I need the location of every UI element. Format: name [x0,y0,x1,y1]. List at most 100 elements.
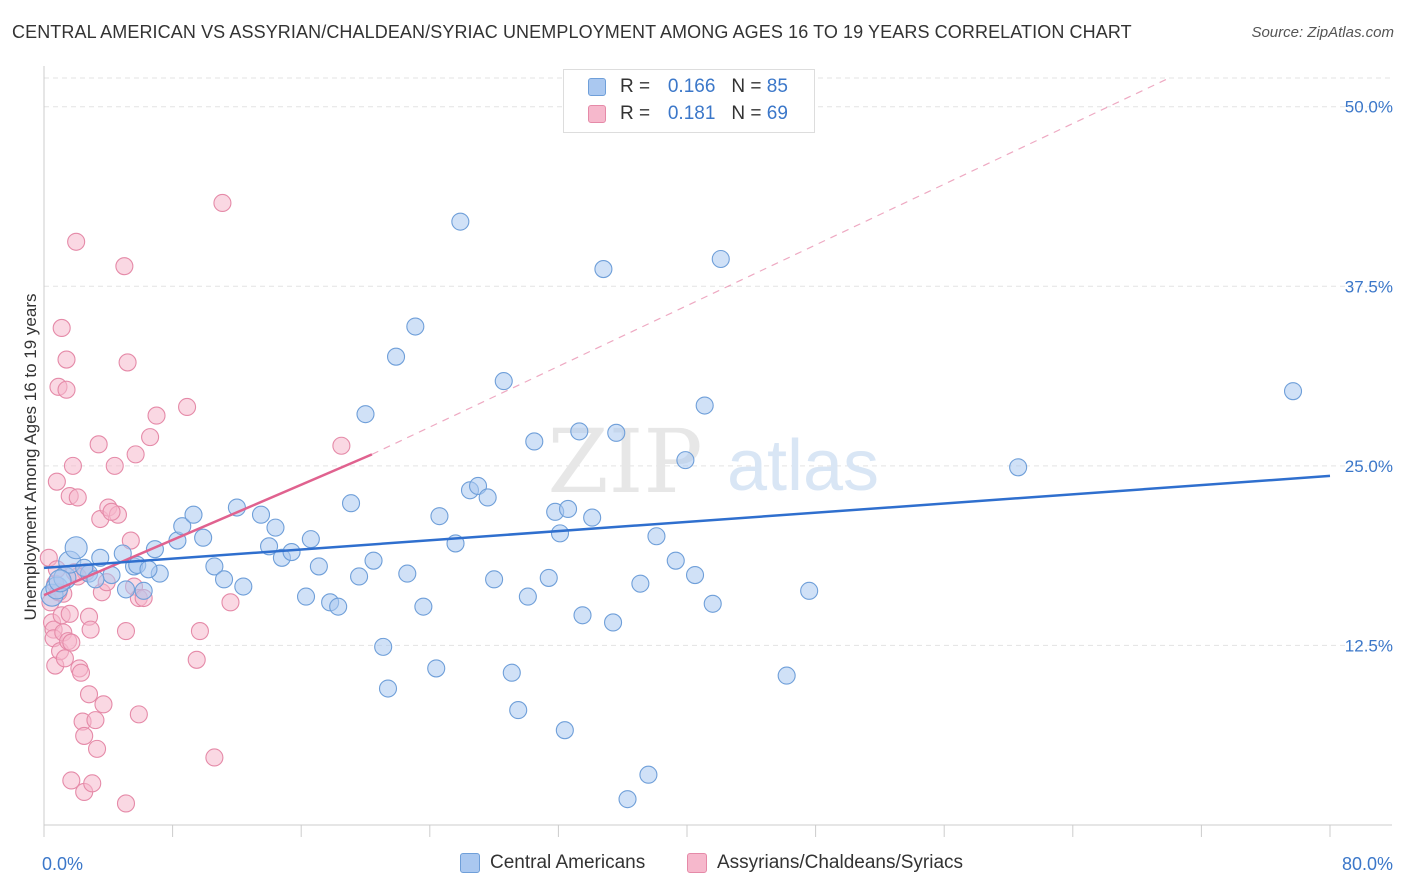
series-legend-central-americans: Central Americans [460,852,645,874]
y-axis-title: Unemployment Among Ages 16 to 19 years [21,294,40,621]
data-point-central-americans [502,663,521,682]
data-point-assyrians [116,622,136,641]
data-point-assyrians [68,488,87,507]
trend-line-assyrians-extension [371,77,1170,455]
data-point-central-americans [618,790,637,809]
data-point-central-americans [139,560,158,579]
data-point-central-americans [282,543,301,562]
data-point-central-americans [485,570,504,589]
data-point-assyrians [79,685,99,704]
data-point-central-americans [64,536,88,560]
watermark: ZIP atlas [547,410,879,513]
data-point-central-americans [134,581,153,600]
data-point-assyrians [89,435,108,454]
data-point-central-americans [555,721,574,740]
data-point-central-americans [91,548,110,567]
data-point-central-americans [777,666,796,685]
data-point-central-americans [374,637,393,656]
x-tick-label: 0.0% [42,854,83,874]
series-legend-label: Central Americans [490,852,646,873]
data-point-central-americans [341,494,361,513]
data-point-central-americans [116,580,136,599]
data-point-central-americans [406,317,425,336]
x-tick-label: 80.0% [1342,854,1393,874]
legend-r-label: R = [620,76,651,97]
data-point-assyrians [83,774,102,793]
data-point-assyrians [190,622,209,641]
data-point-central-americans [695,396,714,415]
data-point-central-americans [711,249,730,269]
y-tick-label: 50.0% [1345,98,1393,117]
legend-n-value: 69 [766,103,788,124]
watermark-atlas: atlas [727,426,879,506]
data-point-central-americans [214,570,234,589]
chart-title: CENTRAL AMERICAN VS ASSYRIAN/CHALDEAN/SY… [12,22,1132,42]
legend-r-value: 0.166 [667,76,716,97]
data-point-assyrians [105,456,124,475]
data-point-central-americans [676,451,695,470]
series-assyrians-points [39,193,351,813]
data-point-assyrians [102,502,121,521]
data-point-central-americans [234,577,253,596]
data-point-assyrians [62,633,81,652]
series-legend-assyrians: Assyrians/Chaldeans/Syriacs [687,852,963,874]
data-point-central-americans [386,347,406,366]
data-point-assyrians [221,593,240,612]
trend-line-central-americans [43,474,1331,570]
data-point-central-americans [550,524,570,543]
data-point-central-americans [301,530,320,549]
axis-layer [43,66,1392,837]
data-point-assyrians [63,456,82,475]
data-point-central-americans [194,528,213,547]
data-point-central-americans [518,587,537,606]
legend-r-value: 0.181 [667,103,716,124]
grid-layer [44,77,1392,646]
data-point-central-americans [631,574,650,593]
data-point-central-americans [639,765,658,784]
data-point-assyrians [87,739,107,758]
data-point-central-americans [451,212,470,231]
data-point-assyrians [147,406,166,425]
legend-n-label: N = [731,76,762,97]
data-point-assyrians [81,620,100,639]
data-point-assyrians [86,711,105,730]
data-point-central-americans [703,594,722,613]
legend-n-label: N = [731,103,762,124]
data-point-assyrians [62,771,81,790]
data-point-assyrians [71,663,91,682]
data-point-central-americans [607,423,626,442]
data-point-central-americans [666,551,685,570]
data-point-assyrians [141,428,160,447]
data-point-central-americans [525,432,544,451]
data-point-central-americans [430,507,449,526]
data-point-assyrians [94,695,113,714]
data-point-assyrians [121,531,140,550]
data-point-assyrians [57,380,76,399]
data-point-assyrians [115,257,134,276]
data-point-central-americans [494,372,513,391]
data-point-central-americans [356,405,375,424]
data-point-central-americans [378,679,398,698]
data-point-central-americans [647,527,666,546]
data-point-central-americans [1009,458,1028,477]
tick-labels: 12.5% 25.0% 37.5% 50.0% 0.0% 80.0% [42,98,1393,874]
data-point-assyrians [187,650,206,669]
data-point-central-americans [573,606,592,625]
trend-lines [43,77,1331,597]
data-point-central-americans [539,568,558,587]
data-point-central-americans [558,499,578,519]
data-point-assyrians [129,705,148,724]
series-legend-swatch-blue [460,853,480,873]
data-point-central-americans [309,557,328,576]
legend-n-value: 85 [766,76,788,97]
legend-row-assyrians: R = 0.181 N = 69 [588,101,788,127]
y-tick-label: 12.5% [1345,636,1393,655]
data-point-assyrians [60,604,79,623]
data-point-assyrians [118,353,137,372]
data-point-central-americans [604,613,623,632]
data-point-central-americans [509,701,528,720]
data-point-central-americans [364,551,383,570]
y-tick-label: 25.0% [1345,457,1393,476]
data-point-central-americans [329,597,348,616]
